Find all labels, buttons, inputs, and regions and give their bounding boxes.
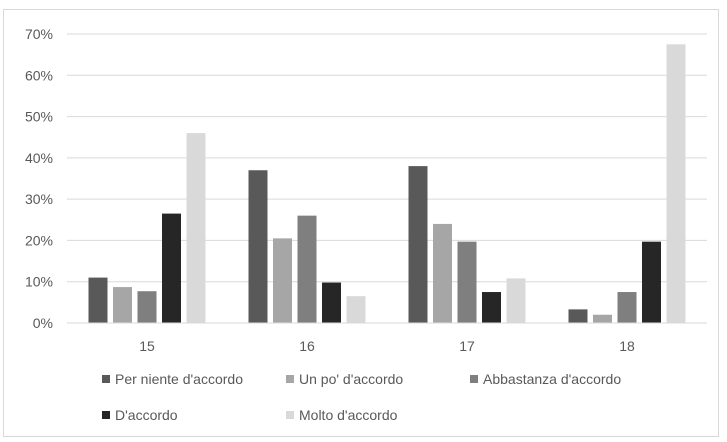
bar <box>593 314 612 323</box>
bar <box>408 166 428 323</box>
bar <box>186 133 206 323</box>
bar <box>346 296 366 323</box>
bar <box>137 291 157 323</box>
bar <box>617 292 637 323</box>
y-tick-label: 60% <box>25 67 53 83</box>
bar <box>162 213 181 323</box>
legend-swatch <box>102 375 110 383</box>
y-tick-label: 30% <box>25 191 53 207</box>
legend-swatch <box>102 411 110 419</box>
bar <box>113 287 132 323</box>
chart-area <box>3 9 719 437</box>
y-tick-label: 20% <box>25 232 53 248</box>
x-tick-label: 15 <box>139 338 155 354</box>
legend-label: Per niente d'accordo <box>115 371 243 387</box>
bar <box>457 241 477 323</box>
y-tick-label: 70% <box>25 26 53 42</box>
legend-swatch <box>470 375 478 383</box>
bar <box>506 278 526 323</box>
bar <box>482 292 501 323</box>
legend: Per niente d'accordo Un po' d'accordo Abba… <box>102 371 621 423</box>
bar <box>322 282 341 323</box>
bar <box>248 170 268 323</box>
legend-label: D'accordo <box>115 407 178 423</box>
bar <box>666 44 686 323</box>
y-axis-tick-labels: 0% 10% 20% 30% 40% 50% 60% 70% <box>25 26 53 331</box>
legend-label: Abbastanza d'accordo <box>483 371 621 387</box>
y-tick-label: 40% <box>25 150 53 166</box>
y-tick-label: 50% <box>25 109 53 125</box>
bar <box>568 309 588 323</box>
bar <box>273 238 292 323</box>
bar <box>297 215 317 323</box>
bar <box>88 277 108 323</box>
x-tick-label: 16 <box>299 338 315 354</box>
legend-swatch <box>286 411 294 419</box>
legend-swatch <box>286 375 294 383</box>
bars <box>88 44 686 323</box>
bar <box>642 241 661 323</box>
legend-label: Un po' d'accordo <box>299 371 403 387</box>
x-tick-label: 17 <box>459 338 475 354</box>
bar <box>433 223 452 323</box>
x-axis-tick-labels: 15 16 17 18 <box>139 338 635 354</box>
legend-label: Molto d'accordo <box>299 407 398 423</box>
y-tick-label: 10% <box>25 274 53 290</box>
x-tick-label: 18 <box>619 338 635 354</box>
y-tick-label: 0% <box>33 315 53 331</box>
